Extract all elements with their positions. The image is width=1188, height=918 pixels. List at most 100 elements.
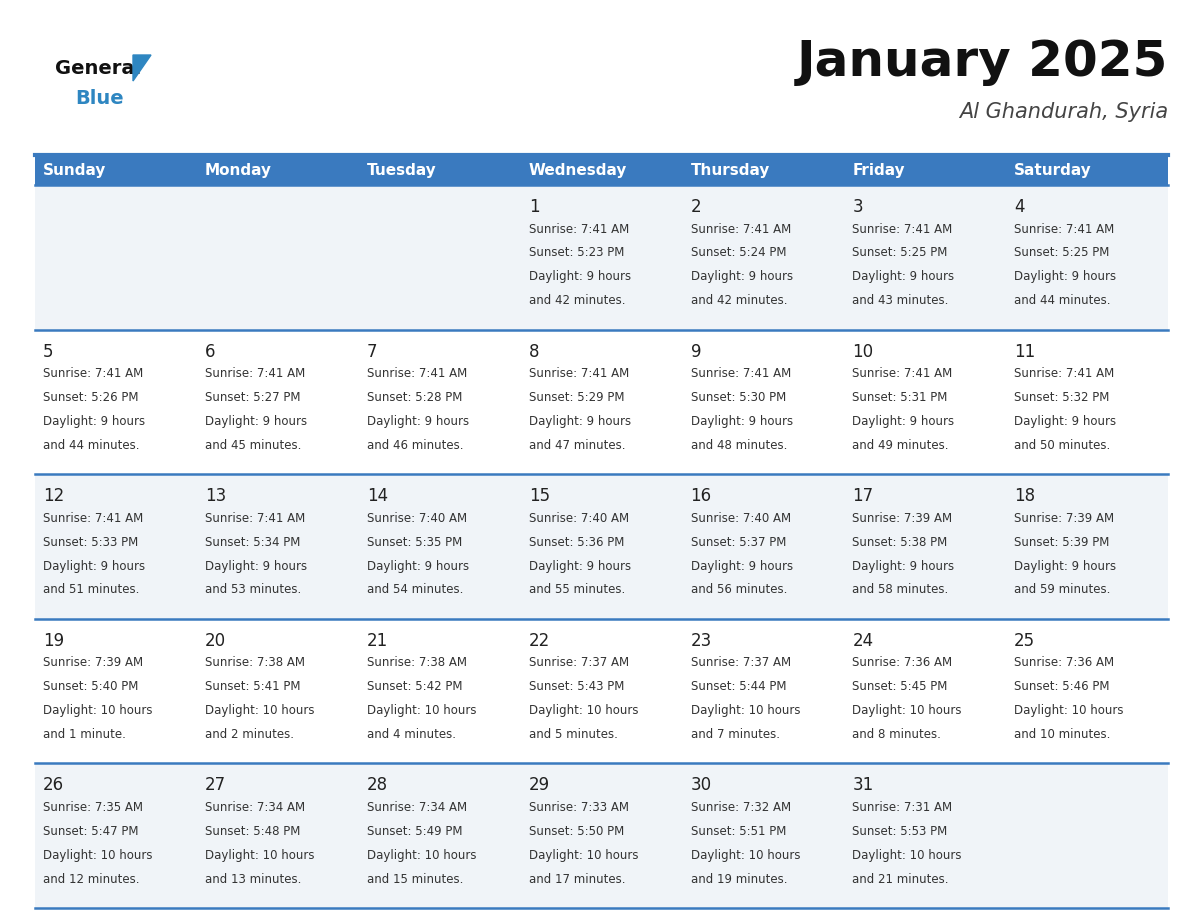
Text: Sunrise: 7:40 AM: Sunrise: 7:40 AM [367,512,467,525]
Text: Daylight: 10 hours: Daylight: 10 hours [852,704,962,717]
Text: Tuesday: Tuesday [367,162,436,177]
Text: Thursday: Thursday [690,162,770,177]
Text: and 51 minutes.: and 51 minutes. [43,583,139,597]
Text: Sunrise: 7:41 AM: Sunrise: 7:41 AM [43,512,144,525]
Text: and 13 minutes.: and 13 minutes. [206,873,302,886]
Text: Monday: Monday [206,162,272,177]
Text: and 19 minutes.: and 19 minutes. [690,873,786,886]
Text: Sunrise: 7:33 AM: Sunrise: 7:33 AM [529,801,628,814]
Bar [1006,330,1168,475]
Text: Daylight: 9 hours: Daylight: 9 hours [690,415,792,428]
Text: Sunset: 5:34 PM: Sunset: 5:34 PM [206,536,301,549]
Bar [682,185,845,330]
Text: 23: 23 [690,632,712,650]
Text: General: General [55,59,141,77]
Text: Daylight: 9 hours: Daylight: 9 hours [1015,559,1117,573]
Text: Sunset: 5:38 PM: Sunset: 5:38 PM [852,536,948,549]
Text: Sunrise: 7:40 AM: Sunrise: 7:40 AM [690,512,791,525]
Bar [845,764,1006,908]
Bar [682,619,845,764]
Text: Sunset: 5:39 PM: Sunset: 5:39 PM [1015,536,1110,549]
Text: and 47 minutes.: and 47 minutes. [529,439,625,452]
Text: Daylight: 10 hours: Daylight: 10 hours [43,704,152,717]
Text: Sunset: 5:27 PM: Sunset: 5:27 PM [206,391,301,404]
Text: Sunset: 5:25 PM: Sunset: 5:25 PM [1015,246,1110,260]
Text: Sunrise: 7:40 AM: Sunrise: 7:40 AM [529,512,628,525]
Text: 29: 29 [529,777,550,794]
Text: 1: 1 [529,198,539,216]
Text: Daylight: 10 hours: Daylight: 10 hours [206,849,315,862]
Text: Sunrise: 7:32 AM: Sunrise: 7:32 AM [690,801,791,814]
Text: and 53 minutes.: and 53 minutes. [206,583,302,597]
Text: Daylight: 9 hours: Daylight: 9 hours [529,415,631,428]
Bar [520,185,682,330]
Text: and 44 minutes.: and 44 minutes. [43,439,140,452]
Bar [359,764,520,908]
Text: and 48 minutes.: and 48 minutes. [690,439,786,452]
Text: Sunset: 5:30 PM: Sunset: 5:30 PM [690,391,785,404]
Text: Sunset: 5:25 PM: Sunset: 5:25 PM [852,246,948,260]
Text: Daylight: 9 hours: Daylight: 9 hours [1015,415,1117,428]
Bar [197,619,359,764]
Text: Sunrise: 7:37 AM: Sunrise: 7:37 AM [529,656,628,669]
Text: Sunset: 5:31 PM: Sunset: 5:31 PM [852,391,948,404]
Text: January 2025: January 2025 [797,38,1168,86]
Text: and 12 minutes.: and 12 minutes. [43,873,140,886]
Bar [359,619,520,764]
Text: Daylight: 9 hours: Daylight: 9 hours [852,270,954,284]
Text: 6: 6 [206,342,215,361]
Bar [197,330,359,475]
Text: Sunset: 5:50 PM: Sunset: 5:50 PM [529,825,624,838]
Text: 2: 2 [690,198,701,216]
Text: Daylight: 9 hours: Daylight: 9 hours [852,559,954,573]
Bar [1006,475,1168,619]
Text: 3: 3 [852,198,862,216]
Bar [520,764,682,908]
Text: Sunrise: 7:41 AM: Sunrise: 7:41 AM [529,367,628,380]
Text: Sunset: 5:45 PM: Sunset: 5:45 PM [852,680,948,693]
Text: and 49 minutes.: and 49 minutes. [852,439,949,452]
Bar [845,155,1006,185]
Text: and 8 minutes.: and 8 minutes. [852,728,941,741]
Text: Sunset: 5:51 PM: Sunset: 5:51 PM [690,825,786,838]
Text: 5: 5 [43,342,53,361]
Text: 11: 11 [1015,342,1036,361]
Text: Friday: Friday [852,162,905,177]
Text: Sunrise: 7:36 AM: Sunrise: 7:36 AM [1015,656,1114,669]
Text: Daylight: 9 hours: Daylight: 9 hours [367,559,469,573]
Text: and 44 minutes.: and 44 minutes. [1015,294,1111,308]
Text: and 7 minutes.: and 7 minutes. [690,728,779,741]
Text: Sunrise: 7:41 AM: Sunrise: 7:41 AM [43,367,144,380]
Text: 24: 24 [852,632,873,650]
Text: Sunset: 5:44 PM: Sunset: 5:44 PM [690,680,786,693]
Text: and 46 minutes.: and 46 minutes. [367,439,463,452]
Text: and 56 minutes.: and 56 minutes. [690,583,786,597]
Text: and 2 minutes.: and 2 minutes. [206,728,293,741]
Text: and 17 minutes.: and 17 minutes. [529,873,625,886]
Text: Sunset: 5:35 PM: Sunset: 5:35 PM [367,536,462,549]
Text: Sunrise: 7:41 AM: Sunrise: 7:41 AM [690,222,791,236]
Text: Sunrise: 7:34 AM: Sunrise: 7:34 AM [367,801,467,814]
Text: Daylight: 9 hours: Daylight: 9 hours [690,270,792,284]
Bar [34,619,197,764]
Bar [34,185,197,330]
Text: Sunrise: 7:41 AM: Sunrise: 7:41 AM [1015,222,1114,236]
Text: Wednesday: Wednesday [529,162,627,177]
Text: Daylight: 9 hours: Daylight: 9 hours [206,559,307,573]
Bar [520,155,682,185]
Text: Sunset: 5:32 PM: Sunset: 5:32 PM [1015,391,1110,404]
Text: 16: 16 [690,487,712,505]
Text: 31: 31 [852,777,873,794]
Bar [359,185,520,330]
Text: Sunday: Sunday [43,162,107,177]
Text: Saturday: Saturday [1015,162,1092,177]
Text: Sunrise: 7:41 AM: Sunrise: 7:41 AM [690,367,791,380]
Text: Sunrise: 7:41 AM: Sunrise: 7:41 AM [852,222,953,236]
Text: Daylight: 10 hours: Daylight: 10 hours [43,849,152,862]
Text: Daylight: 9 hours: Daylight: 9 hours [43,415,145,428]
Text: Daylight: 9 hours: Daylight: 9 hours [852,415,954,428]
Text: Sunset: 5:37 PM: Sunset: 5:37 PM [690,536,786,549]
Text: and 50 minutes.: and 50 minutes. [1015,439,1111,452]
Text: and 59 minutes.: and 59 minutes. [1015,583,1111,597]
Bar [845,619,1006,764]
